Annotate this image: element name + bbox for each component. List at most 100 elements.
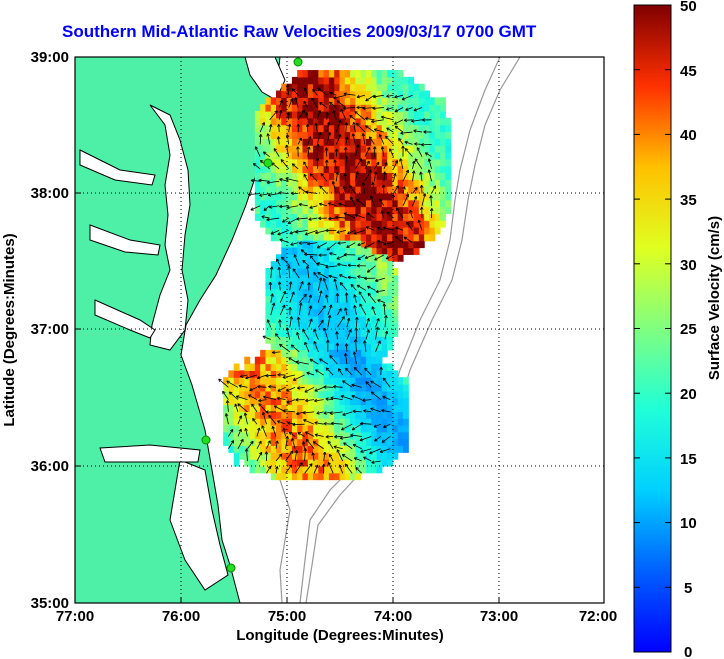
velocity-cell — [260, 124, 267, 133]
velocity-cell — [402, 390, 409, 399]
velocity-cell — [323, 206, 330, 214]
velocity-arrow-head — [398, 137, 402, 140]
velocity-cell — [408, 233, 415, 242]
velocity-cell — [381, 158, 388, 167]
velocity-cell — [297, 233, 304, 242]
velocity-cell — [397, 83, 404, 92]
velocity-arrow — [315, 122, 318, 133]
velocity-arrow-head — [280, 159, 282, 163]
velocity-cell — [402, 186, 409, 194]
velocity-arrow-head — [413, 160, 416, 165]
velocity-arrow-head — [312, 441, 315, 445]
velocity-cell — [344, 124, 351, 133]
velocity-cell — [397, 404, 404, 412]
velocity-arrow-head — [351, 384, 355, 388]
velocity-cell — [355, 233, 362, 242]
velocity-cell — [323, 233, 330, 242]
velocity-arrow-head — [266, 180, 270, 184]
velocity-cell — [276, 274, 282, 283]
velocity-arrow — [234, 403, 239, 413]
velocity-cell — [434, 192, 441, 201]
velocity-cell — [371, 288, 378, 296]
velocity-arrow-head — [413, 130, 417, 133]
velocity-arrow — [308, 294, 312, 303]
velocity-cell — [286, 220, 293, 228]
velocity-arrow-head — [329, 315, 332, 319]
velocity-arrow — [371, 119, 384, 123]
velocity-arrow-head — [229, 391, 233, 394]
velocity-arrow-head — [429, 195, 432, 199]
velocity-cell — [445, 131, 452, 139]
velocity-arrow-head — [365, 117, 369, 119]
velocity-arrow — [347, 229, 356, 235]
velocity-cell — [286, 288, 293, 296]
velocity-cell — [424, 186, 431, 194]
velocity-cell — [286, 240, 293, 249]
velocity-cell — [381, 145, 388, 153]
velocity-cell — [371, 424, 378, 433]
velocity-cell — [286, 83, 293, 92]
velocity-cell — [334, 336, 341, 344]
velocity-cell — [265, 267, 272, 276]
velocity-arrow — [317, 277, 322, 291]
velocity-cell — [355, 370, 362, 378]
velocity-arrow — [245, 428, 248, 437]
velocity-arrow-head — [282, 427, 284, 431]
velocity-cell — [402, 213, 409, 221]
velocity-arrow — [375, 326, 379, 340]
velocity-cell — [307, 104, 314, 112]
velocity-cell — [323, 76, 330, 85]
velocity-arrow — [367, 265, 376, 273]
velocity-arrow-head — [247, 194, 252, 197]
velocity-cell — [344, 247, 351, 255]
velocity-cell — [376, 192, 383, 201]
velocity-arrow — [347, 264, 357, 267]
velocity-cell — [344, 472, 351, 481]
velocity-arrow-head — [350, 434, 354, 438]
velocity-cell — [265, 418, 272, 426]
velocity-cell — [334, 281, 341, 290]
velocity-arrow-head — [273, 148, 277, 151]
velocity-cell — [350, 83, 356, 92]
velocity-arrow — [402, 169, 409, 182]
velocity-cell — [318, 370, 325, 378]
velocity-arrow — [362, 399, 372, 401]
velocity-arrow-head — [300, 302, 303, 306]
velocity-arrow-head — [376, 227, 380, 231]
velocity-cell — [350, 267, 356, 276]
velocity-arrow-head — [356, 144, 359, 148]
velocity-cell — [318, 213, 325, 221]
velocity-cell — [286, 233, 293, 242]
velocity-cell — [281, 329, 288, 337]
velocity-cell — [291, 124, 298, 133]
velocity-cell — [376, 138, 383, 146]
velocity-arrow-head — [343, 93, 347, 96]
velocity-cell — [328, 138, 335, 146]
velocity-cell — [265, 186, 272, 194]
velocity-arrow — [359, 436, 372, 441]
velocity-cell — [276, 343, 282, 351]
velocity-cell — [424, 97, 431, 105]
velocity-arrow — [326, 122, 330, 133]
velocity-cell — [334, 424, 341, 433]
velocity-cell — [376, 70, 383, 78]
velocity-cell — [339, 356, 346, 365]
velocity-arrow-head — [343, 252, 347, 255]
velocity-cell — [440, 145, 446, 153]
velocity-arrow-head — [305, 439, 308, 443]
velocity-arrow-head — [291, 291, 295, 295]
velocity-arrow-head — [302, 410, 306, 414]
velocity-arrow-head — [327, 112, 329, 116]
velocity-cell — [281, 131, 288, 139]
velocity-cell — [323, 172, 330, 180]
velocity-arrow-head — [333, 110, 336, 113]
velocity-cell — [360, 411, 367, 419]
velocity-cell — [307, 349, 314, 358]
velocity-arrow-head — [346, 343, 349, 347]
velocity-arrow — [353, 367, 363, 376]
velocity-cell — [286, 247, 293, 255]
velocity-arrow — [351, 395, 362, 400]
velocity-arrow — [382, 377, 391, 388]
velocity-arrow — [384, 330, 388, 340]
velocity-cell — [291, 247, 298, 255]
